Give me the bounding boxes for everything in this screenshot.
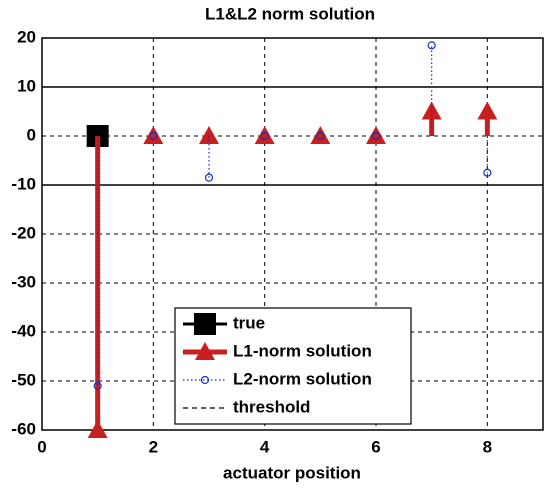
stem: [371, 131, 381, 141]
stem: [204, 136, 214, 182]
marker: [366, 126, 386, 144]
marker: [427, 41, 436, 50]
marker: [477, 101, 498, 120]
stem: [143, 126, 164, 144]
marker: [316, 131, 325, 141]
x-tick-label: 6: [371, 437, 380, 456]
stem: [149, 131, 158, 141]
stem: [477, 101, 498, 136]
marker: [93, 381, 102, 390]
stem: [366, 126, 386, 144]
marker: [87, 420, 108, 438]
x-tick-label: 2: [149, 437, 158, 456]
chart-title: L1&L2 norm solution: [205, 4, 375, 23]
y-tick-label: 0: [27, 125, 36, 144]
legend-label: true: [233, 313, 265, 332]
marker: [371, 131, 381, 141]
x-tick-label: 0: [37, 437, 46, 456]
marker: [149, 131, 158, 141]
y-tick-label: -30: [11, 272, 36, 291]
marker: [254, 126, 275, 144]
legend-label: threshold: [233, 397, 310, 416]
y-tick-label: 10: [17, 76, 36, 95]
marker: [204, 173, 214, 182]
marker: [199, 126, 219, 144]
x-axis-label: actuator position: [223, 463, 361, 482]
y-tick-label: -60: [11, 419, 36, 438]
stem: [260, 131, 269, 141]
marker: [194, 313, 216, 335]
stem: [316, 131, 325, 141]
marker: [483, 168, 492, 177]
y-tick-label: 20: [17, 27, 36, 46]
y-tick-label: -20: [11, 223, 36, 242]
y-tick-label: -40: [11, 321, 36, 340]
marker: [310, 126, 331, 144]
legend-label: L1-norm solution: [233, 341, 372, 360]
y-tick-label: -50: [11, 370, 36, 389]
marker: [200, 375, 210, 385]
marker: [260, 131, 269, 141]
stem: [483, 136, 492, 177]
stem: [93, 136, 102, 390]
legend-label: L2-norm solution: [233, 369, 372, 388]
stem: [427, 41, 436, 136]
stem: [254, 126, 275, 144]
marker: [195, 342, 215, 360]
y-tick-label: -10: [11, 174, 36, 193]
marker: [143, 126, 164, 144]
x-tick-label: 8: [483, 437, 492, 456]
x-tick-label: 4: [260, 437, 270, 456]
stem: [310, 126, 331, 144]
stem: [199, 126, 219, 144]
plot-frame: [41, 37, 544, 431]
